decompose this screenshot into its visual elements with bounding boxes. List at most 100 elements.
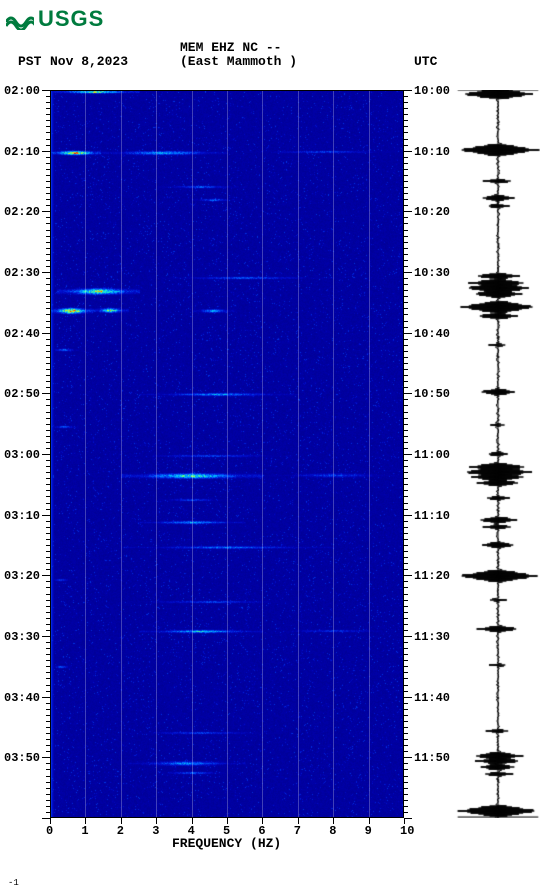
y-tick-right	[404, 763, 408, 764]
y-tick-left	[46, 278, 50, 279]
y-tick-left	[46, 460, 50, 461]
station-code: MEM EHZ NC --	[180, 40, 281, 55]
y-tick-right	[404, 594, 408, 595]
y-tick-left	[46, 442, 50, 443]
y-tick-right	[404, 120, 408, 121]
y-tick-left	[46, 139, 50, 140]
y-tick-left	[46, 302, 50, 303]
y-tick-left	[46, 381, 50, 382]
y-tick-right	[404, 90, 412, 91]
y-tick-left	[46, 418, 50, 419]
y-tick-left	[46, 405, 50, 406]
y-label-left: 03:50	[4, 751, 40, 765]
y-tick-left	[46, 223, 50, 224]
y-tick-left	[46, 642, 50, 643]
y-label-left: 03:00	[4, 448, 40, 462]
y-axis-left-ticks	[42, 90, 50, 818]
y-tick-left	[46, 685, 50, 686]
y-tick-left	[46, 660, 50, 661]
y-tick-right	[404, 436, 408, 437]
y-tick-right	[404, 302, 408, 303]
y-tick-right	[404, 363, 408, 364]
y-tick-left	[46, 357, 50, 358]
y-label-left: 02:20	[4, 205, 40, 219]
y-tick-right	[404, 812, 408, 813]
grid-line	[85, 90, 86, 818]
y-tick-right	[404, 569, 408, 570]
y-label-right: 11:20	[414, 569, 450, 583]
y-tick-right	[404, 745, 408, 746]
y-tick-right	[404, 527, 408, 528]
y-tick-left	[46, 236, 50, 237]
y-tick-left	[46, 751, 50, 752]
x-tick-label: 10	[400, 824, 414, 838]
y-label-left: 03:10	[4, 509, 40, 523]
tz-left-label: PST	[18, 54, 41, 69]
y-tick-right	[404, 114, 408, 115]
y-tick-right	[404, 769, 408, 770]
y-tick-right	[404, 266, 408, 267]
y-label-right: 10:10	[414, 145, 450, 159]
x-axis-title: FREQUENCY (HZ)	[172, 836, 281, 851]
y-tick-right	[404, 733, 408, 734]
y-tick-left	[46, 327, 50, 328]
y-tick-right	[404, 703, 408, 704]
y-tick-right	[404, 551, 408, 552]
y-tick-left	[46, 581, 50, 582]
y-tick-left	[46, 703, 50, 704]
y-label-left: 03:40	[4, 691, 40, 705]
y-tick-right	[404, 199, 408, 200]
x-tick-label: 1	[81, 824, 88, 838]
y-tick-right	[404, 490, 408, 491]
y-tick-left	[42, 90, 50, 91]
y-tick-left	[46, 721, 50, 722]
y-tick-right	[404, 412, 408, 413]
y-tick-left	[46, 478, 50, 479]
y-tick-left	[46, 339, 50, 340]
y-tick-left	[46, 284, 50, 285]
y-label-right: 11:10	[414, 509, 450, 523]
y-tick-left	[46, 733, 50, 734]
y-tick-left	[46, 472, 50, 473]
y-tick-left	[46, 163, 50, 164]
y-label-right: 10:20	[414, 205, 450, 219]
y-tick-right	[404, 660, 408, 661]
x-tick-label: 0	[46, 824, 53, 838]
y-tick-right	[404, 454, 412, 455]
y-tick-left	[46, 678, 50, 679]
y-tick-left	[46, 181, 50, 182]
y-tick-left	[46, 321, 50, 322]
y-tick-left	[46, 612, 50, 613]
y-tick-left	[46, 412, 50, 413]
y-tick-right	[404, 139, 408, 140]
y-label-right: 11:50	[414, 751, 450, 765]
y-tick-right	[404, 709, 408, 710]
y-tick-right	[404, 606, 408, 607]
y-tick-left	[46, 545, 50, 546]
y-tick-right	[404, 545, 408, 546]
y-tick-right	[404, 739, 408, 740]
y-tick-left	[46, 217, 50, 218]
y-tick-left	[46, 812, 50, 813]
y-tick-right	[404, 187, 408, 188]
y-axis-right-ticks	[404, 90, 412, 818]
y-tick-right	[404, 478, 408, 479]
y-tick-right	[404, 260, 408, 261]
y-tick-right	[404, 151, 412, 152]
y-tick-left	[46, 569, 50, 570]
y-tick-right	[404, 575, 412, 576]
y-tick-right	[404, 296, 408, 297]
y-tick-right	[404, 685, 408, 686]
y-tick-right	[404, 333, 412, 334]
y-tick-right	[404, 721, 408, 722]
y-tick-left	[46, 102, 50, 103]
y-tick-right	[404, 751, 408, 752]
y-tick-right	[404, 290, 408, 291]
y-tick-left	[46, 618, 50, 619]
y-tick-left	[46, 739, 50, 740]
grid-line	[192, 90, 193, 818]
y-tick-left	[46, 600, 50, 601]
y-tick-right	[404, 181, 408, 182]
y-tick-left	[42, 575, 50, 576]
y-tick-right	[404, 163, 408, 164]
